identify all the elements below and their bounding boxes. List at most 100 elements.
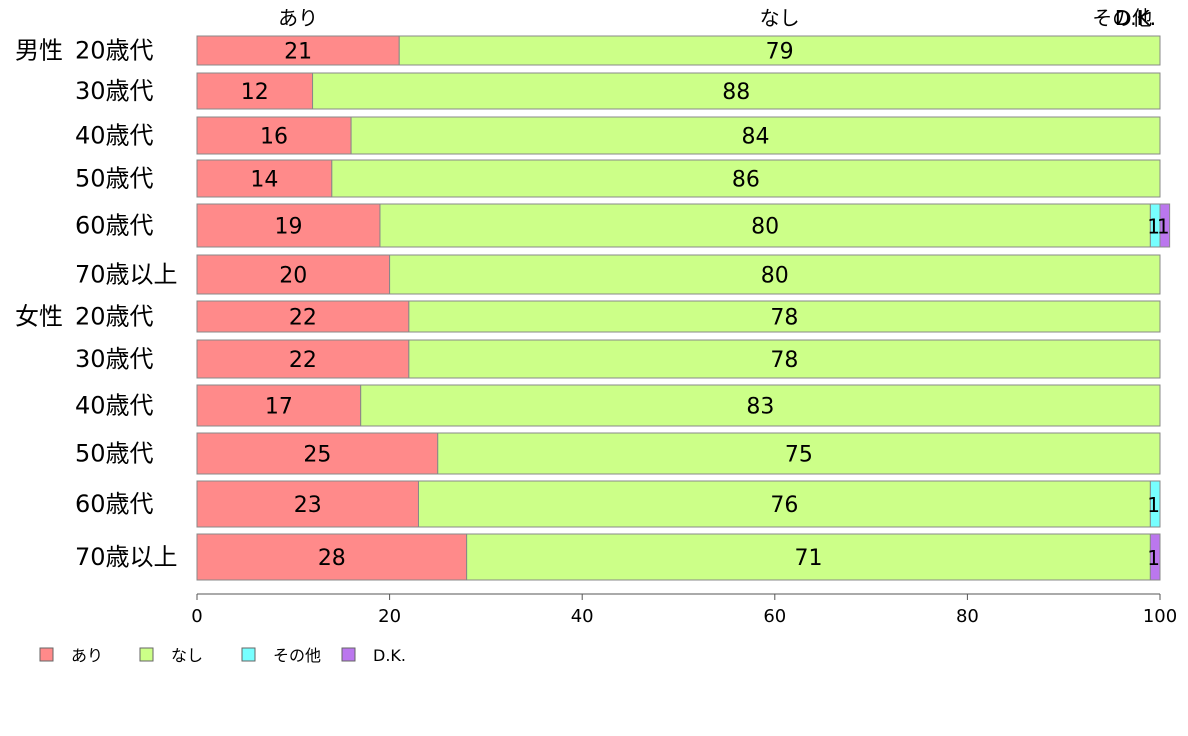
data-label: 79 (766, 40, 794, 65)
legend-swatch (39, 647, 54, 662)
data-label: 22 (289, 348, 317, 373)
bar-row: 40歳代 17 83 (75, 384, 1161, 427)
data-label: 20 (279, 264, 307, 289)
row-label: 20歳代 (75, 37, 154, 65)
bar-row: 50歳代 25 75 (75, 432, 1161, 475)
x-tick-label: 20 (378, 606, 401, 627)
row-label: 20歳代 (75, 303, 154, 331)
bar-segment-0 (196, 480, 419, 528)
row-label: 40歳代 (75, 122, 154, 150)
bar-row: 男性 20歳代 21 79 (15, 35, 1161, 66)
bar-segment-1 (350, 116, 1161, 155)
bar-segment-0 (196, 203, 381, 248)
data-label: 16 (260, 125, 288, 150)
legend-label: あり (71, 646, 103, 665)
bar-segment-1 (408, 339, 1161, 379)
data-label: 17 (265, 395, 293, 420)
group-label: 男性 (15, 37, 63, 65)
data-label: 88 (722, 80, 750, 105)
row-label: 60歳代 (75, 212, 154, 240)
bar-segment-0 (196, 384, 362, 427)
data-label: 14 (250, 168, 278, 193)
data-label: 1 (1157, 215, 1170, 239)
legend-item: なし (139, 646, 203, 665)
x-tick-label: 100 (1143, 606, 1177, 627)
data-label: 22 (289, 306, 317, 331)
bar-segment-0 (196, 533, 468, 581)
data-label: 76 (770, 493, 798, 518)
bar-segment-1 (466, 533, 1151, 581)
bar-segment-1 (398, 35, 1161, 66)
data-label: 25 (303, 443, 331, 468)
bar-segment-0 (196, 339, 410, 379)
data-label: 12 (241, 80, 269, 105)
top-label-2: その他 (1092, 6, 1152, 30)
data-label: 19 (274, 215, 302, 240)
x-tick-label: 40 (571, 606, 594, 627)
legend-item: あり (39, 646, 103, 665)
bar-row: 60歳代 19 80 11 (75, 203, 1171, 248)
row-label: 30歳代 (75, 77, 154, 105)
bar-rows: 男性 20歳代 21 79 30歳代 12 88 40歳代 16 84 50歳代 14 86 60歳代 19… (15, 35, 1171, 581)
bar-segment-0 (196, 35, 400, 66)
data-label: 1 (1147, 493, 1160, 517)
legend-swatch (341, 647, 356, 662)
legend-swatch (139, 647, 154, 662)
data-label: 23 (294, 493, 322, 518)
row-label: 60歳代 (75, 490, 154, 518)
legend-label: D.K. (373, 646, 406, 665)
row-label: 40歳代 (75, 392, 154, 420)
row-label: 50歳代 (75, 165, 154, 193)
row-label: 50歳代 (75, 440, 154, 468)
legend: あり なし その他 D.K. (39, 646, 406, 665)
bar-row: 50歳代 14 86 (75, 159, 1161, 198)
data-label: 78 (770, 348, 798, 373)
bar-segment-3 (1149, 533, 1161, 581)
x-axis: 0 20 40 60 80 100 (191, 593, 1177, 627)
data-label: 80 (751, 215, 779, 240)
bar-row: 70歳以上 20 80 (75, 254, 1161, 295)
bar-segment-3 (1159, 203, 1171, 248)
bar-segment-1 (379, 203, 1151, 248)
row-label: 30歳代 (75, 345, 154, 373)
legend-item: D.K. (341, 646, 406, 665)
bar-row: 30歳代 22 78 (75, 339, 1161, 379)
bar-segment-1 (360, 384, 1161, 427)
data-label: 86 (732, 168, 760, 193)
top-label-3: D.K. (1115, 6, 1156, 30)
bar-row: 40歳代 16 84 (75, 116, 1161, 155)
top-label-1: なし (760, 6, 800, 30)
data-label: 28 (318, 546, 346, 571)
bar-row: 60歳代 23 76 1 (75, 480, 1161, 528)
data-label: 83 (746, 395, 774, 420)
bar-segment-1 (331, 159, 1161, 198)
x-tick-label: 80 (956, 606, 979, 627)
bar-row: 女性 20歳代 22 78 (15, 300, 1161, 333)
data-label: 78 (770, 306, 798, 331)
x-tick-label: 0 (191, 606, 202, 627)
top-label-0: あり (278, 6, 318, 30)
bar-segment-1 (408, 300, 1161, 333)
data-label: 1 (1147, 215, 1160, 239)
x-tick-label: 60 (763, 606, 786, 627)
bar-segment-2 (1149, 480, 1161, 528)
bar-segment-0 (196, 116, 352, 155)
bar-segment-0 (196, 254, 391, 295)
group-label: 女性 (15, 303, 63, 331)
data-label: 84 (742, 125, 770, 150)
bar-segment-0 (196, 300, 410, 333)
legend-swatch (241, 647, 256, 662)
bar-segment-1 (312, 72, 1161, 110)
data-label: 1 (1147, 546, 1160, 570)
data-label: 80 (761, 264, 789, 289)
legend-item: その他 (241, 646, 321, 665)
row-label: 70歳以上 (75, 543, 178, 571)
data-label: 71 (795, 546, 823, 571)
data-label: 75 (785, 443, 813, 468)
bar-segment-1 (417, 480, 1151, 528)
bar-segment-1 (389, 254, 1161, 295)
data-label: 21 (284, 40, 312, 65)
bar-segment-0 (196, 72, 314, 110)
legend-label: その他 (273, 646, 321, 665)
